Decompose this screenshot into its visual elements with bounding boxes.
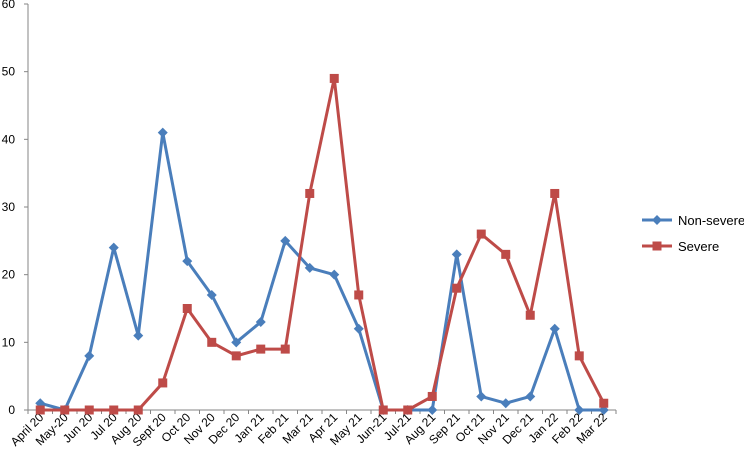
data-point xyxy=(354,290,364,300)
series-layer xyxy=(35,73,609,415)
data-point xyxy=(501,249,511,259)
data-point xyxy=(206,289,217,300)
y-axis: 0 10 20 30 40 50 60 xyxy=(2,0,29,417)
data-point xyxy=(427,391,437,401)
data-point xyxy=(280,235,291,246)
series-line xyxy=(40,76,606,412)
data-point xyxy=(329,73,339,83)
data-point xyxy=(353,323,364,334)
data-point xyxy=(60,405,70,415)
y-tick-label: 20 xyxy=(2,268,16,282)
data-point xyxy=(255,317,266,328)
legend-marker xyxy=(652,241,662,251)
data-point xyxy=(500,398,511,409)
data-point xyxy=(84,350,95,361)
y-tick-label: 0 xyxy=(8,403,15,417)
data-point xyxy=(231,351,241,361)
data-point xyxy=(574,405,585,415)
data-point xyxy=(207,337,217,347)
data-point xyxy=(158,378,168,388)
y-tick-label: 60 xyxy=(2,0,16,11)
data-point xyxy=(574,351,584,361)
data-point xyxy=(451,249,462,260)
data-point xyxy=(476,229,486,239)
y-tick-label: 10 xyxy=(2,335,16,349)
data-point xyxy=(84,405,94,415)
data-point xyxy=(599,398,609,408)
data-point xyxy=(35,405,45,415)
data-point xyxy=(550,188,560,198)
series-line xyxy=(39,131,604,412)
data-point xyxy=(109,405,119,415)
legend-item: Non-severe xyxy=(642,213,744,228)
legend: Non-severe Severe xyxy=(642,213,744,254)
series-severe xyxy=(35,73,609,415)
data-point xyxy=(403,405,413,415)
y-tick-label: 30 xyxy=(2,200,16,214)
data-point xyxy=(256,344,266,354)
data-point xyxy=(378,405,388,415)
data-point xyxy=(427,405,438,415)
y-tick-label: 40 xyxy=(2,132,16,146)
data-point xyxy=(525,391,536,402)
data-point xyxy=(133,330,144,341)
data-point xyxy=(304,262,315,273)
legend-label: Non-severe xyxy=(678,213,744,228)
data-point xyxy=(329,269,340,280)
data-point xyxy=(182,256,193,267)
data-point xyxy=(452,283,462,293)
legend-marker xyxy=(652,215,662,225)
data-point xyxy=(182,304,192,313)
data-point xyxy=(549,323,560,334)
data-point xyxy=(231,337,242,348)
series-non-severe xyxy=(35,127,609,415)
data-point xyxy=(305,188,315,198)
data-point xyxy=(108,242,119,253)
legend-item: Severe xyxy=(642,239,719,254)
data-point xyxy=(157,127,168,138)
data-point xyxy=(133,405,143,415)
data-point xyxy=(280,344,290,354)
data-point xyxy=(476,391,487,402)
legend-label: Severe xyxy=(678,239,719,254)
data-point xyxy=(525,310,535,320)
y-tick-label: 50 xyxy=(2,65,16,79)
